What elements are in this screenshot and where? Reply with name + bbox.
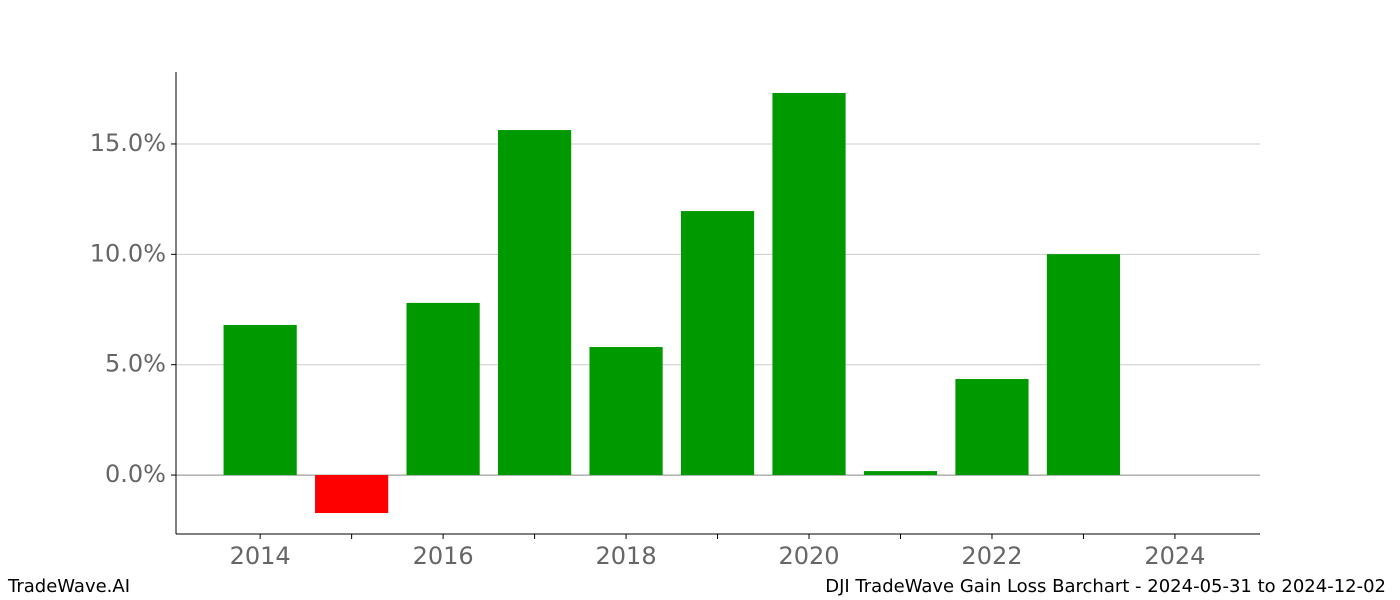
bar [406,302,480,476]
x-tick-label: 2014 [230,542,291,570]
x-tick-label: 2018 [596,542,657,570]
y-tick-label: 10.0% [90,239,166,267]
x-tick-label: 2024 [1144,542,1205,570]
footer-left: TradeWave.AI [7,576,130,597]
bar [223,324,297,476]
x-tick-label: 2020 [778,542,839,570]
bar [315,475,389,514]
x-tick-label: 2016 [413,542,474,570]
footer-right: DJI TradeWave Gain Loss Barchart - 2024-… [825,576,1386,597]
y-tick-label: 0.0% [105,460,166,488]
y-tick-label: 5.0% [105,350,166,378]
bar [772,92,846,476]
bar [589,347,663,476]
bar [1046,254,1121,476]
bar [497,130,572,476]
bar [680,211,755,476]
bar [955,379,1029,476]
y-tick-label: 15.0% [90,129,166,157]
x-tick-label: 2022 [961,542,1022,570]
bar [863,471,938,476]
